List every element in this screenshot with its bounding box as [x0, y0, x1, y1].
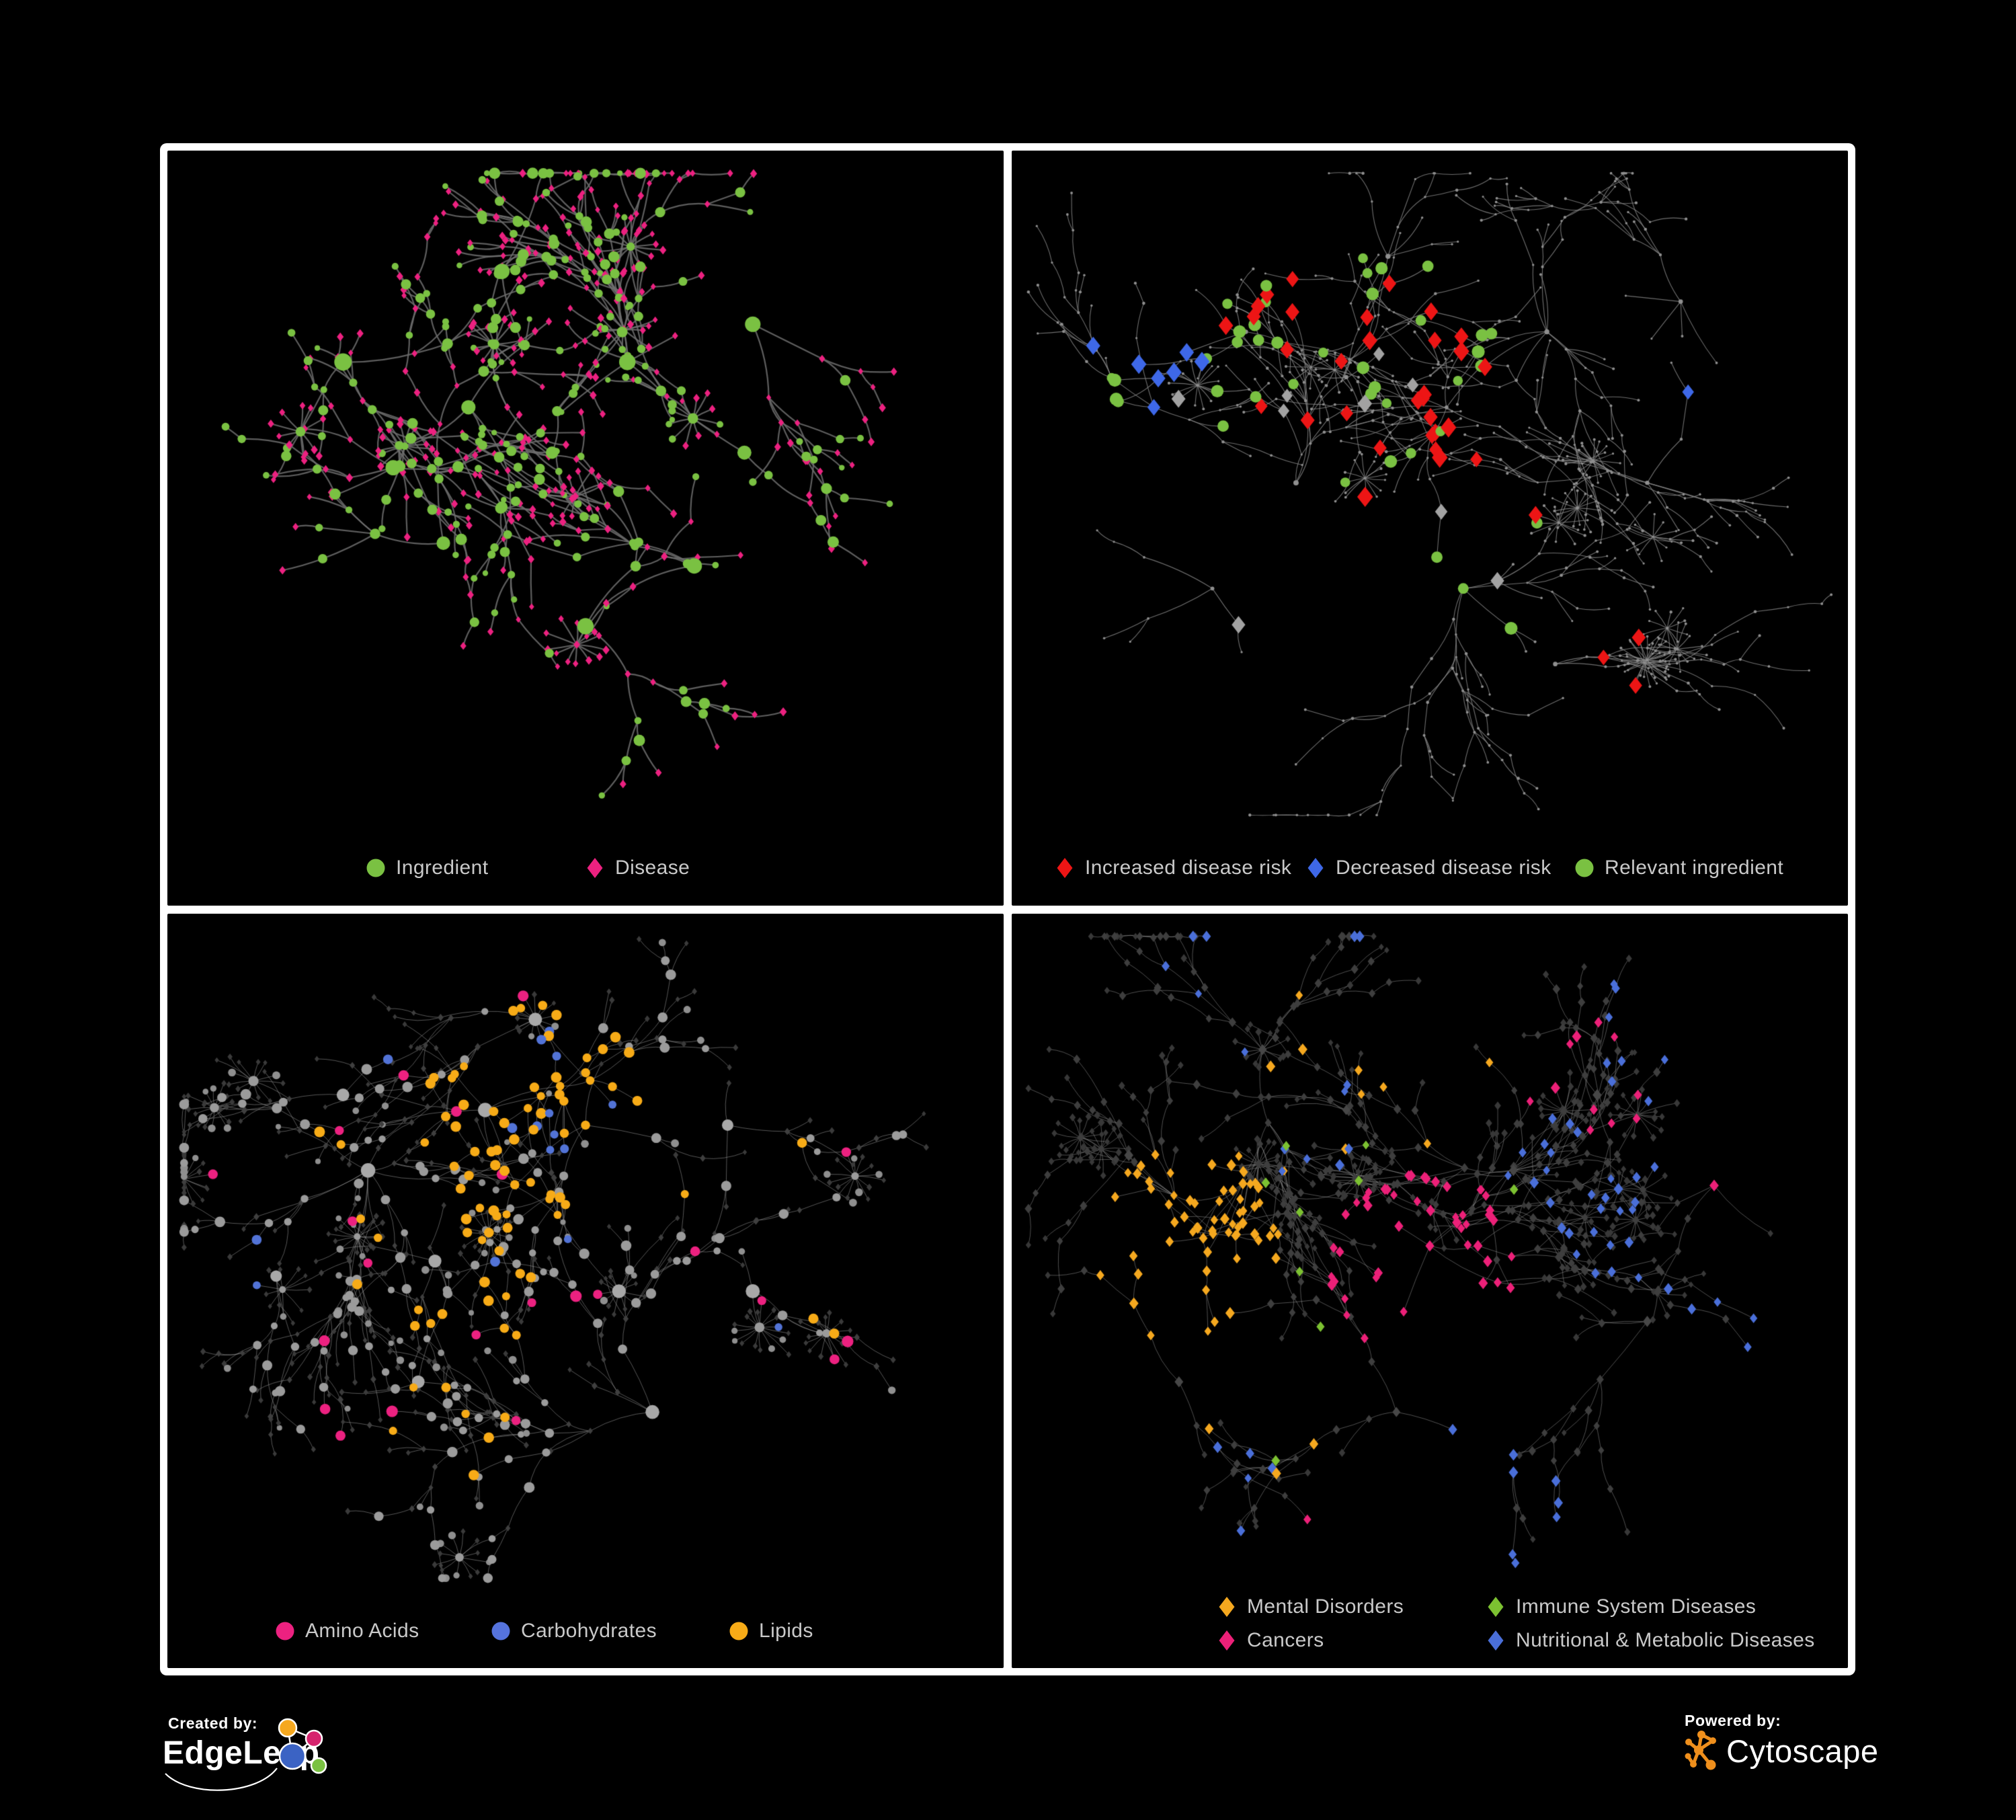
powered-by-block: Powered by: Cytos [1682, 1712, 1884, 1792]
legend-item-amino-acids: Amino Acids [274, 1619, 419, 1643]
diamond-legend-glyph [587, 858, 603, 878]
circle-legend-glyph [276, 1622, 294, 1640]
legend-label: Mental Disorders [1247, 1595, 1404, 1618]
legend-label: Lipids [759, 1619, 813, 1642]
diamond-legend-glyph [1219, 1596, 1235, 1617]
legend-item-immune-system-diseases: Immune System Diseases [1484, 1595, 1756, 1619]
legend-item-disease: Disease [583, 856, 690, 880]
circle-legend-glyph [366, 859, 385, 877]
legend-label: Decreased disease risk [1336, 857, 1551, 879]
created-by-block: Created by: EdgeLeap [161, 1712, 370, 1813]
diamond-legend-glyph [1307, 858, 1324, 878]
ingredient-disease-network-canvas [167, 151, 1004, 906]
legend-item-ingredient: Ingredient [364, 856, 488, 880]
nutrient-classes-network-canvas [167, 913, 1004, 1668]
panel-disease-classes: Mental Disorders Immune System Diseases Ca… [1012, 913, 1848, 1668]
legend-label: Nutritional & Metabolic Diseases [1516, 1628, 1815, 1651]
legend-item-nutritional-metabolic-diseases: Nutritional & Metabolic Diseases [1484, 1628, 1815, 1653]
legend-label: Carbohydrates [521, 1619, 657, 1642]
legend-item-decreased-disease-risk: Decreased disease risk [1304, 856, 1551, 880]
legend-label: Immune System Diseases [1516, 1595, 1757, 1618]
cytoscape-logo-icon [1685, 1731, 1716, 1770]
panel-disease-risk: Increased disease risk Decreased disease … [1012, 151, 1848, 906]
legend-label: Cancers [1247, 1628, 1324, 1651]
diamond-legend-glyph [1488, 1596, 1504, 1617]
legend-item-mental-disorders: Mental Disorders [1215, 1595, 1404, 1619]
legend-label: Amino Acids [305, 1619, 419, 1642]
network-grid: Ingredient Disease Increased disease risk… [160, 143, 1855, 1675]
legend-label: Ingredient [396, 857, 489, 879]
cytoscape-wordmark: Cytoscape [1726, 1733, 1879, 1769]
diamond-legend-glyph [1219, 1630, 1235, 1651]
disease-risk-network-canvas [1012, 151, 1848, 906]
circle-legend-glyph [1575, 859, 1594, 877]
circle-legend-glyph [491, 1622, 510, 1640]
diamond-legend-glyph [1488, 1630, 1504, 1651]
legend-item-increased-disease-risk: Increased disease risk [1053, 856, 1291, 880]
created-by-label: Created by: [168, 1714, 258, 1732]
powered-by-label: Powered by: [1685, 1712, 1781, 1729]
panel-nutrient-classes: Amino Acids Carbohydrates Lipids [167, 913, 1004, 1668]
legend-label: Disease [615, 857, 690, 879]
edgeleap-logo-icon [165, 1718, 327, 1791]
legend-item-relevant-ingredient: Relevant ingredient [1573, 856, 1783, 880]
legend-item-cancers: Cancers [1215, 1628, 1324, 1653]
legend-item-lipids: Lipids [727, 1619, 813, 1643]
legend-label: Relevant ingredient [1605, 857, 1784, 879]
disease-classes-network-canvas [1012, 913, 1848, 1668]
diamond-legend-glyph [1057, 858, 1073, 878]
circle-legend-glyph [729, 1622, 748, 1640]
panel-ingredient-disease: Ingredient Disease [167, 151, 1004, 906]
legend-label: Increased disease risk [1085, 857, 1292, 879]
legend-item-carbohydrates: Carbohydrates [489, 1619, 657, 1643]
